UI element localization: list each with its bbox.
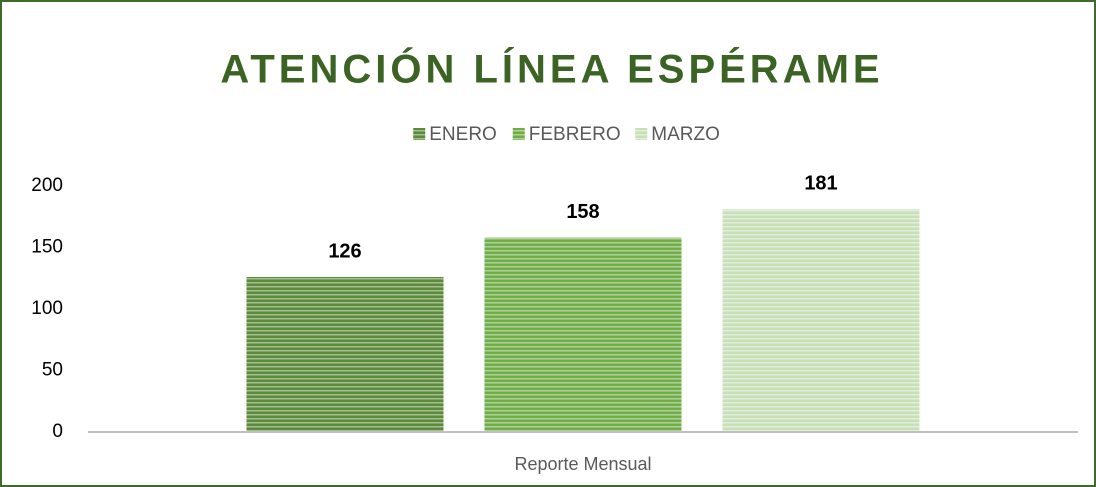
legend-swatch [635,128,648,140]
data-label: 181 [804,173,837,195]
y-tick-label: 0 [52,421,63,442]
legend-label: FEBRERO [529,124,621,145]
legend-label: ENERO [429,124,497,145]
chart-title: ATENCIÓN LÍNEA ESPÉRAME [220,46,883,92]
y-tick-label: 50 [42,360,63,381]
y-tick-label: 100 [31,298,63,319]
x-tick-label: Reporte Mensual [514,454,651,474]
y-tick-label: 150 [31,237,63,258]
legend-swatch [512,128,525,140]
legend-label: MARZO [651,124,720,145]
legend-swatch [413,128,426,140]
y-tick-label: 200 [31,175,63,196]
bar [246,277,444,432]
bar [484,237,682,432]
bar [722,209,920,432]
data-label: 158 [566,201,599,223]
data-label: 126 [328,240,361,262]
